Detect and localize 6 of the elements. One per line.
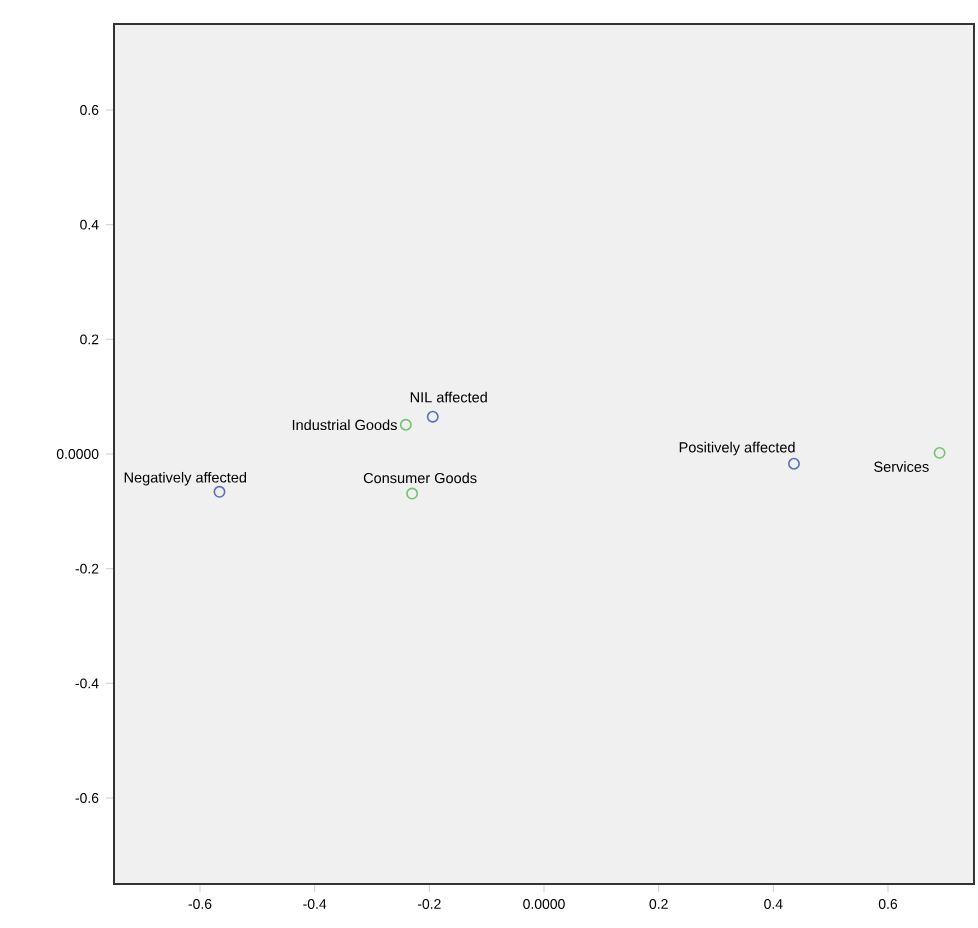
point — [933, 446, 946, 459]
point — [213, 485, 226, 498]
point — [399, 418, 412, 431]
point — [426, 410, 439, 423]
point — [787, 457, 800, 470]
point — [406, 487, 419, 500]
